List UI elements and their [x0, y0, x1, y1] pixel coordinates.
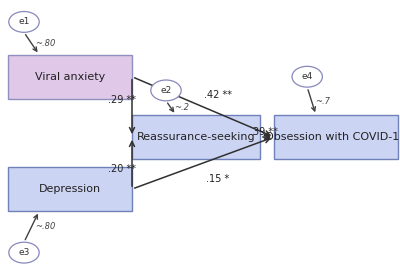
Text: e3: e3 [18, 248, 30, 257]
Text: Reassurance-seeking: Reassurance-seeking [137, 132, 255, 142]
Text: ~.7: ~.7 [315, 97, 330, 105]
FancyBboxPatch shape [274, 115, 398, 159]
Text: .42 **: .42 ** [204, 90, 232, 99]
Circle shape [9, 12, 39, 32]
Text: e2: e2 [160, 86, 172, 95]
Text: .29 **: .29 ** [108, 95, 136, 105]
FancyBboxPatch shape [8, 55, 132, 99]
Circle shape [9, 242, 39, 263]
FancyBboxPatch shape [132, 115, 260, 159]
Text: Viral anxiety: Viral anxiety [35, 72, 105, 82]
Text: ~.80: ~.80 [36, 222, 56, 231]
FancyBboxPatch shape [8, 167, 132, 211]
Circle shape [151, 80, 181, 101]
Circle shape [292, 66, 322, 87]
Text: e1: e1 [18, 18, 30, 26]
Text: .39 **: .39 ** [250, 127, 278, 136]
Text: Depression: Depression [39, 184, 101, 194]
Text: .20 **: .20 ** [108, 164, 136, 173]
Text: ~.2: ~.2 [174, 104, 189, 112]
Text: .15 *: .15 * [206, 175, 230, 184]
Text: Obsession with COVID-19: Obsession with COVID-19 [265, 132, 400, 142]
Text: e4: e4 [302, 72, 313, 81]
Text: ~.80: ~.80 [36, 39, 56, 48]
